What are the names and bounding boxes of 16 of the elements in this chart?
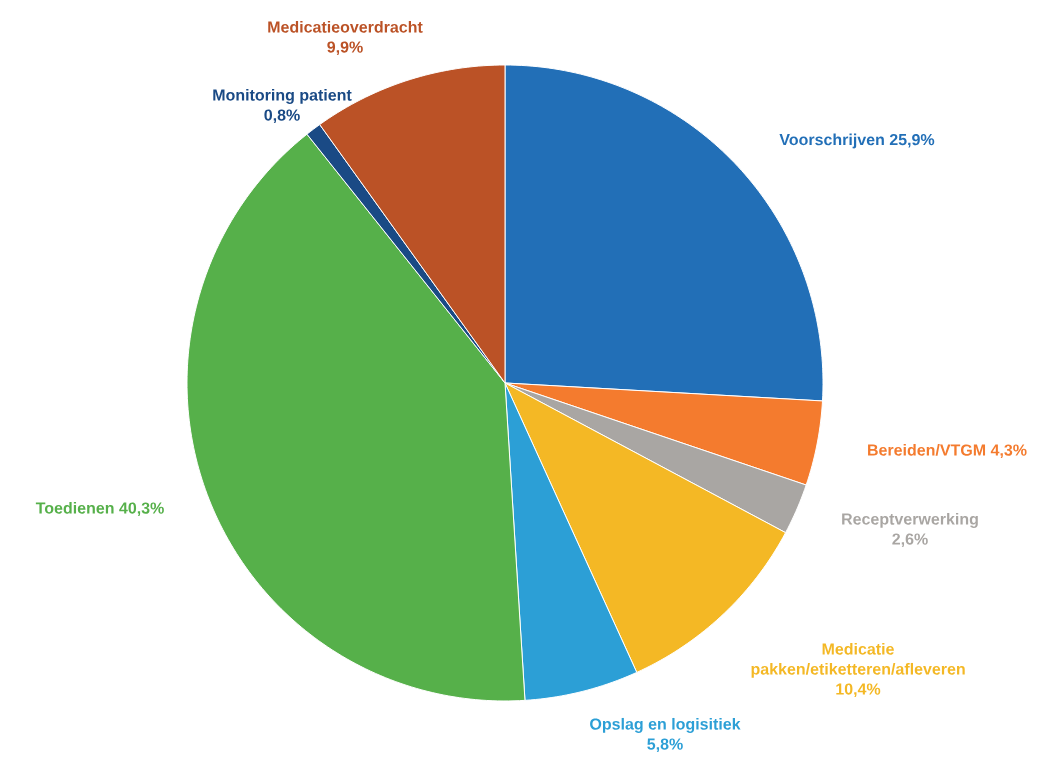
slice-label: Voorschrijven xyxy=(779,133,884,149)
slice-label: Opslag en logisitiek xyxy=(590,717,741,733)
data-label: 40,3% xyxy=(119,502,164,517)
slice-label: Bereiden/VTGM xyxy=(868,443,986,456)
data-label: 25,9% xyxy=(889,133,935,148)
data-label: 5,8% xyxy=(647,738,683,753)
slice-label: Receptverwerking xyxy=(842,512,978,528)
data-label: 9,9% xyxy=(327,41,363,56)
data-label: 0,8% xyxy=(264,109,300,124)
data-label: 4,3% xyxy=(990,444,1027,459)
data-label: 10,4% xyxy=(836,683,881,698)
slice-label: Monitoring patient xyxy=(213,88,352,104)
data-label: 2,6% xyxy=(892,533,928,548)
slice-label: Toedienen xyxy=(35,501,114,514)
slice-label: Medicatieoverdracht xyxy=(268,20,423,33)
slice-label: Medicatie pakken/etiketteren/afleveren xyxy=(751,642,965,678)
